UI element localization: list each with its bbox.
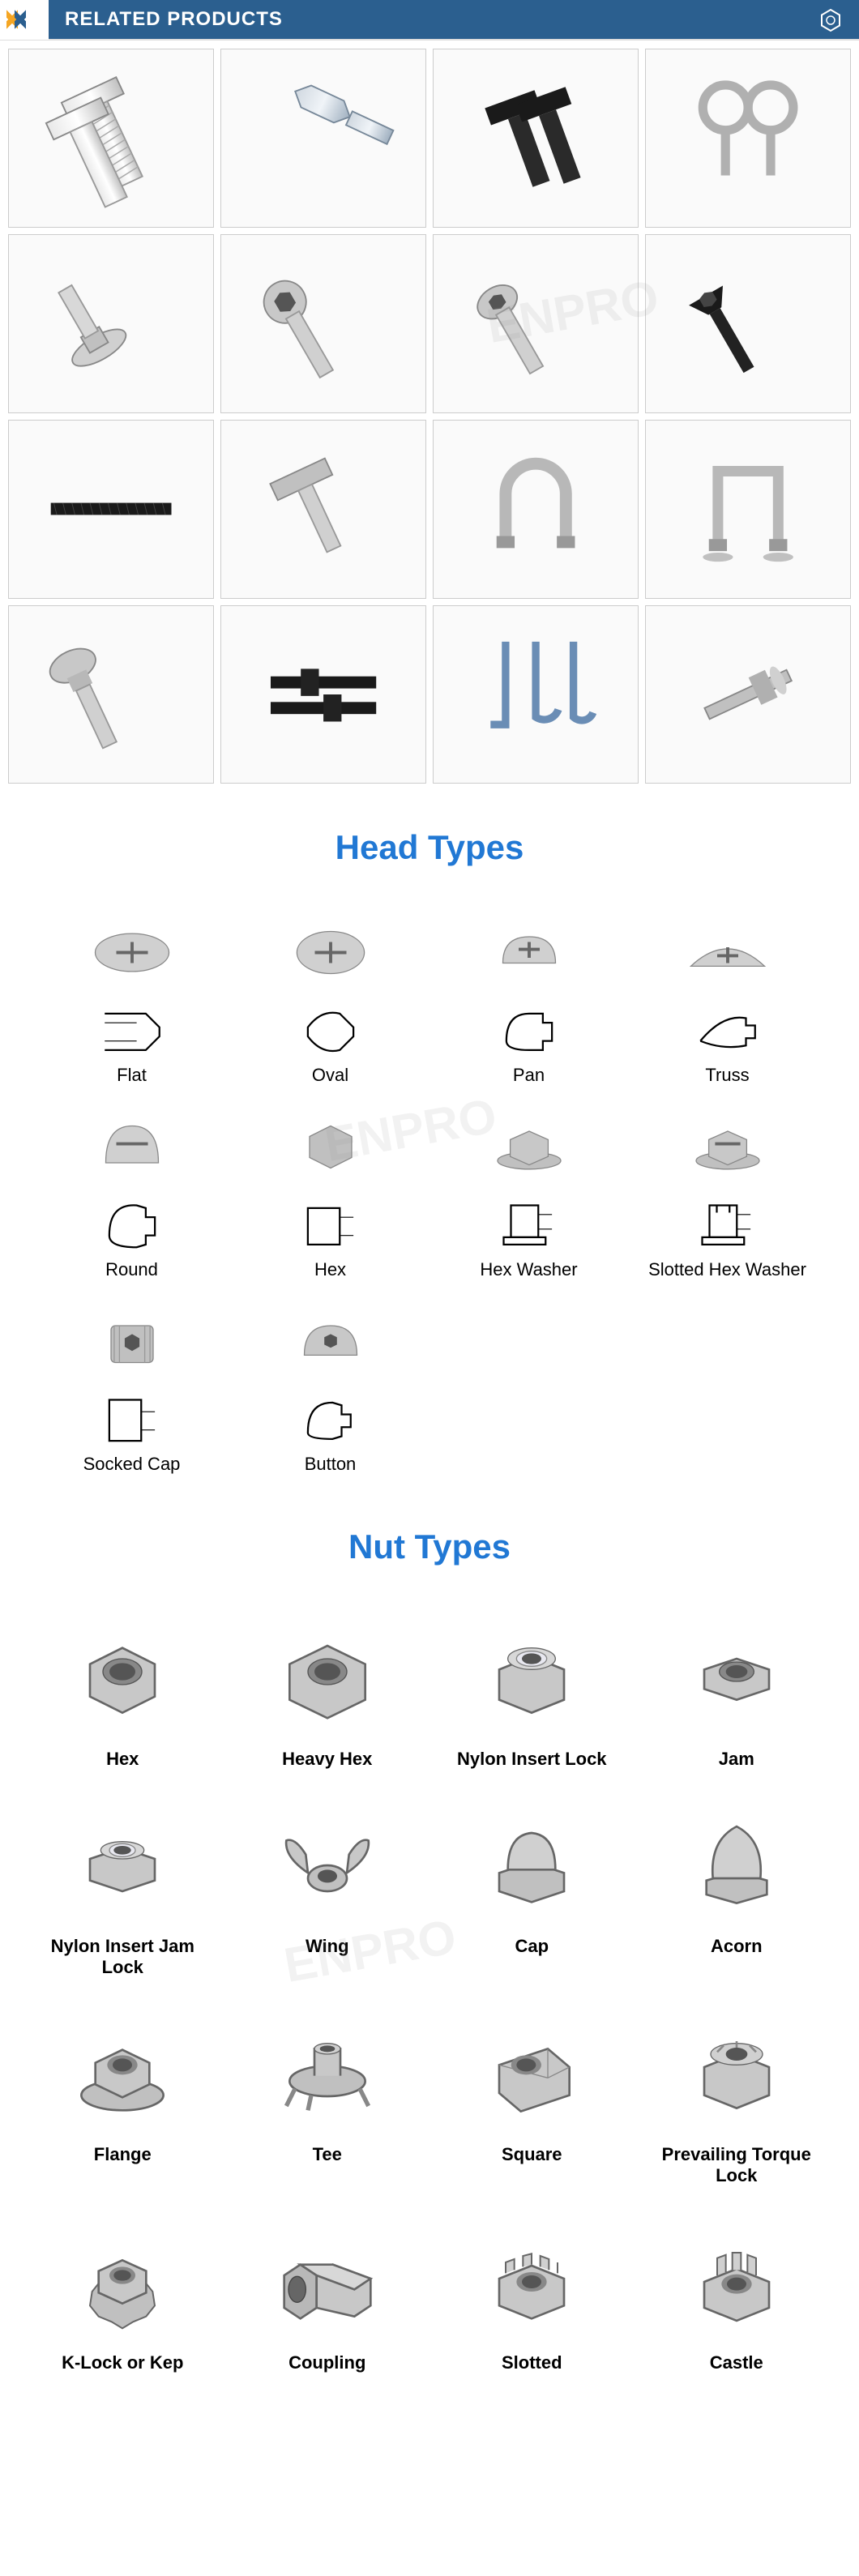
nut-label: Slotted	[502, 2352, 562, 2373]
nut-wing: Wing	[237, 1810, 418, 1978]
product-u-bolt[interactable]	[433, 420, 639, 599]
product-grid: ENPRO	[0, 41, 859, 792]
head-types-title: Head Types	[0, 828, 859, 867]
nut-types-grid: ENPRO Hex Heavy Hex Nylon Insert Lock Ja…	[0, 1599, 859, 2398]
nut-slotted: Slotted	[442, 2227, 622, 2373]
nut-hex: Hex	[32, 1623, 213, 1770]
product-stud-bolt-black[interactable]	[220, 605, 426, 784]
product-anchor-bolt[interactable]	[645, 605, 851, 784]
product-countersunk-screw-black[interactable]	[645, 234, 851, 413]
section-header: RELATED PRODUCTS	[0, 0, 859, 41]
nut-label: Hex	[106, 1749, 139, 1770]
head-label: Oval	[312, 1065, 348, 1086]
product-flange-bolt[interactable]	[8, 234, 214, 413]
nut-label: Castle	[710, 2352, 763, 2373]
head-label: Truss	[705, 1065, 749, 1086]
head-label: Round	[105, 1259, 158, 1280]
product-eye-bolt[interactable]	[645, 49, 851, 228]
head-round: Round	[49, 1110, 215, 1280]
head-label: Socked Cap	[83, 1454, 181, 1475]
nut-label: Square	[502, 2144, 562, 2165]
head-label: Flat	[117, 1065, 147, 1086]
product-carriage-bolt[interactable]	[8, 605, 214, 784]
head-flat: Flat	[49, 916, 215, 1086]
nut-types-title: Nut Types	[0, 1527, 859, 1566]
nut-label: Tee	[313, 2144, 342, 2165]
head-oval: Oval	[247, 916, 413, 1086]
nut-label: Prevailing Torque Lock	[647, 2144, 827, 2186]
nut-label: Heavy Hex	[282, 1749, 372, 1770]
header-title: RELATED PRODUCTS	[65, 8, 283, 31]
product-j-bolt-l-bolt[interactable]	[433, 605, 639, 784]
nut-label: Nylon Insert Jam Lock	[32, 1936, 213, 1978]
product-socket-cap-screw[interactable]	[220, 234, 426, 413]
nut-jam: Jam	[647, 1623, 827, 1770]
nut-label: Nylon Insert Lock	[457, 1749, 607, 1770]
head-hex: Hex	[247, 1110, 413, 1280]
nut-flange: Flange	[32, 2019, 213, 2186]
head-truss: Truss	[644, 916, 810, 1086]
head-socket-cap: Socked Cap	[49, 1305, 215, 1475]
head-hex-washer: Hex Washer	[446, 1110, 612, 1280]
nut-label: Jam	[719, 1749, 754, 1770]
nut-label: Cap	[515, 1936, 549, 1957]
product-hex-bolt-black[interactable]	[433, 49, 639, 228]
product-hex-bolt-steel[interactable]	[220, 49, 426, 228]
nut-label: Flange	[94, 2144, 152, 2165]
nut-heavy-hex: Heavy Hex	[237, 1623, 418, 1770]
nut-k-lock: K-Lock or Kep	[32, 2227, 213, 2373]
nut-label: K-Lock or Kep	[62, 2352, 183, 2373]
nut-cap: Cap	[442, 1810, 622, 1978]
head-label: Pan	[513, 1065, 545, 1086]
head-label: Hex	[314, 1259, 346, 1280]
hexagon-icon	[818, 8, 843, 32]
nut-tee: Tee	[237, 2019, 418, 2186]
head-pan: Pan	[446, 916, 612, 1086]
product-square-u-bolt[interactable]	[645, 420, 851, 599]
head-types-grid: ENPRO Flat Oval Pan Truss Round Hex Hex …	[0, 899, 859, 1491]
nut-nylon-jam-lock: Nylon Insert Jam Lock	[32, 1810, 213, 1978]
head-label: Hex Washer	[480, 1259, 577, 1280]
nut-coupling: Coupling	[237, 2227, 418, 2373]
product-t-bolt[interactable]	[220, 420, 426, 599]
nut-nylon-lock: Nylon Insert Lock	[442, 1623, 622, 1770]
head-label: Button	[305, 1454, 357, 1475]
nut-square: Square	[442, 2019, 622, 2186]
nut-prevailing-torque: Prevailing Torque Lock	[647, 2019, 827, 2186]
product-threaded-rod-black[interactable]	[8, 420, 214, 599]
head-label: Slotted Hex Washer	[648, 1259, 806, 1280]
product-button-head-screw[interactable]	[433, 234, 639, 413]
head-slotted-hex-washer: Slotted Hex Washer	[644, 1110, 810, 1280]
head-button: Button	[247, 1305, 413, 1475]
nut-label: Wing	[306, 1936, 349, 1957]
product-hex-bolt-zinc[interactable]	[8, 49, 214, 228]
chevron-icon	[0, 0, 49, 40]
nut-label: Acorn	[711, 1936, 763, 1957]
nut-label: Coupling	[288, 2352, 365, 2373]
nut-castle: Castle	[647, 2227, 827, 2373]
nut-acorn: Acorn	[647, 1810, 827, 1978]
